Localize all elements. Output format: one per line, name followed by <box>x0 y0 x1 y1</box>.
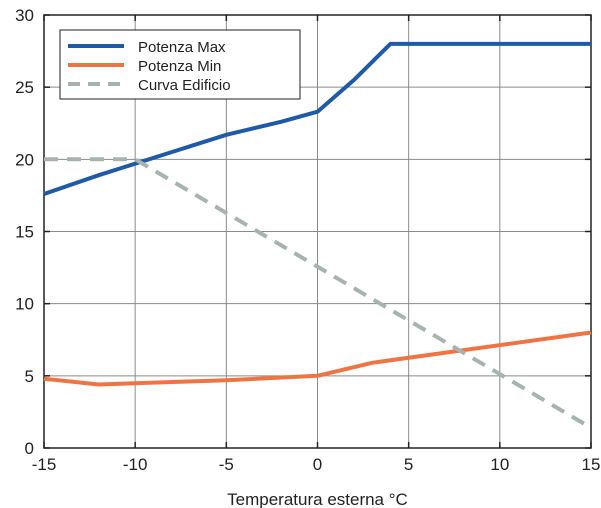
y-tick-label: 5 <box>25 367 34 386</box>
legend-label-curva-edificio: Curva Edificio <box>138 77 231 94</box>
series-layer <box>43 41 593 430</box>
legend-label-potenza-max: Potenza Max <box>138 39 226 56</box>
series-line-potenza-min <box>43 330 592 387</box>
x-axis-label: Temperatura esterna °C <box>227 490 408 508</box>
legend-label-potenza-min: Potenza Min <box>138 58 221 75</box>
y-tick-label: 15 <box>15 223 34 242</box>
x-tick-label: 15 <box>582 455 601 474</box>
y-tick-label: 20 <box>15 150 34 169</box>
tick-labels: -15 -10 -5 0 5 10 15 0 5 10 15 20 25 30 <box>15 6 600 474</box>
x-tick-label: -15 <box>32 455 57 474</box>
legend: Potenza Max Potenza Min Curva Edificio <box>59 29 301 100</box>
x-tick-label: -10 <box>123 455 148 474</box>
y-tick-label: 0 <box>25 439 34 458</box>
x-tick-label: 10 <box>490 455 509 474</box>
x-tick-label: 5 <box>404 455 413 474</box>
x-tick-label: -5 <box>219 455 234 474</box>
y-tick-label: 25 <box>15 78 34 97</box>
series-line-curva-edificio <box>44 157 593 430</box>
plot-frame <box>43 14 592 449</box>
x-tick-label: 0 <box>313 455 322 474</box>
legend-entries: Potenza Max Potenza Min Curva Edificio <box>68 39 231 94</box>
series-line-potenza-max <box>43 41 591 196</box>
y-tick-label: 10 <box>15 295 34 314</box>
y-tick-label: 30 <box>15 6 34 25</box>
